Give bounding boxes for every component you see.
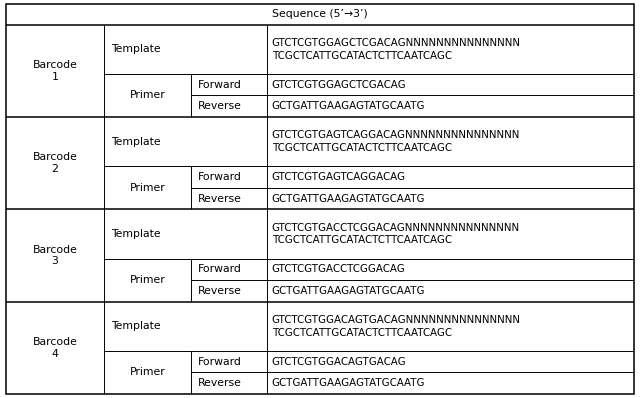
Text: Reverse: Reverse (198, 378, 242, 388)
Text: GCTGATTGAAGAGTATGCAATG: GCTGATTGAAGAGTATGCAATG (272, 378, 426, 388)
Text: GTCTCGTGGAGCTCGACAGNNNNNNNNNNNNNNN
TCGCTCATTGCATACTCTTCAATCAGC: GTCTCGTGGAGCTCGACAGNNNNNNNNNNNNNNN TCGCT… (272, 38, 521, 60)
Text: GTCTCGTGGAGCTCGACAG: GTCTCGTGGAGCTCGACAG (272, 80, 406, 90)
Text: GTCTCGTGAGTCAGGACAGNNNNNNNNNNNNNNN
TCGCTCATTGCATACTCTTCAATCAGC: GTCTCGTGAGTCAGGACAGNNNNNNNNNNNNNNN TCGCT… (272, 130, 520, 153)
Text: GTCTCGTGACCTCGGACAG: GTCTCGTGACCTCGGACAG (272, 264, 406, 274)
Text: GTCTCGTGACCTCGGACAGNNNNNNNNNNNNNNN
TCGCTCATTGCATACTCTTCAATCAGC: GTCTCGTGACCTCGGACAGNNNNNNNNNNNNNNN TCGCT… (272, 222, 520, 245)
Text: Template: Template (111, 137, 161, 146)
Text: GTCTCGTGAGTCAGGACAG: GTCTCGTGAGTCAGGACAG (272, 172, 406, 182)
Text: Forward: Forward (198, 172, 242, 182)
Text: Primer: Primer (130, 367, 165, 377)
Text: Forward: Forward (198, 357, 242, 367)
Text: Reverse: Reverse (198, 286, 242, 296)
Text: GTCTCGTGGACAGTGACAGNNNNNNNNNNNNNNN
TCGCTCATTGCATACTCTTCAATCAGC: GTCTCGTGGACAGTGACAGNNNNNNNNNNNNNNN TCGCT… (272, 315, 521, 338)
Text: GCTGATTGAAGAGTATGCAATG: GCTGATTGAAGAGTATGCAATG (272, 286, 426, 296)
Text: GCTGATTGAAGAGTATGCAATG: GCTGATTGAAGAGTATGCAATG (272, 101, 426, 111)
Text: Forward: Forward (198, 264, 242, 274)
Text: Primer: Primer (130, 275, 165, 285)
Text: Reverse: Reverse (198, 101, 242, 111)
Text: Primer: Primer (130, 183, 165, 193)
Text: Barcode
3: Barcode 3 (33, 245, 77, 266)
Text: GCTGATTGAAGAGTATGCAATG: GCTGATTGAAGAGTATGCAATG (272, 193, 426, 203)
Text: Template: Template (111, 44, 161, 54)
Text: Barcode
4: Barcode 4 (33, 337, 77, 359)
Text: Reverse: Reverse (198, 193, 242, 203)
Text: Barcode
1: Barcode 1 (33, 60, 77, 82)
Text: Template: Template (111, 229, 161, 239)
Text: Barcode
2: Barcode 2 (33, 152, 77, 174)
Text: Template: Template (111, 321, 161, 331)
Text: Sequence (5’→3’): Sequence (5’→3’) (272, 9, 367, 19)
Text: Primer: Primer (130, 90, 165, 100)
Text: Forward: Forward (198, 80, 242, 90)
Text: GTCTCGTGGACAGTGACAG: GTCTCGTGGACAGTGACAG (272, 357, 406, 367)
